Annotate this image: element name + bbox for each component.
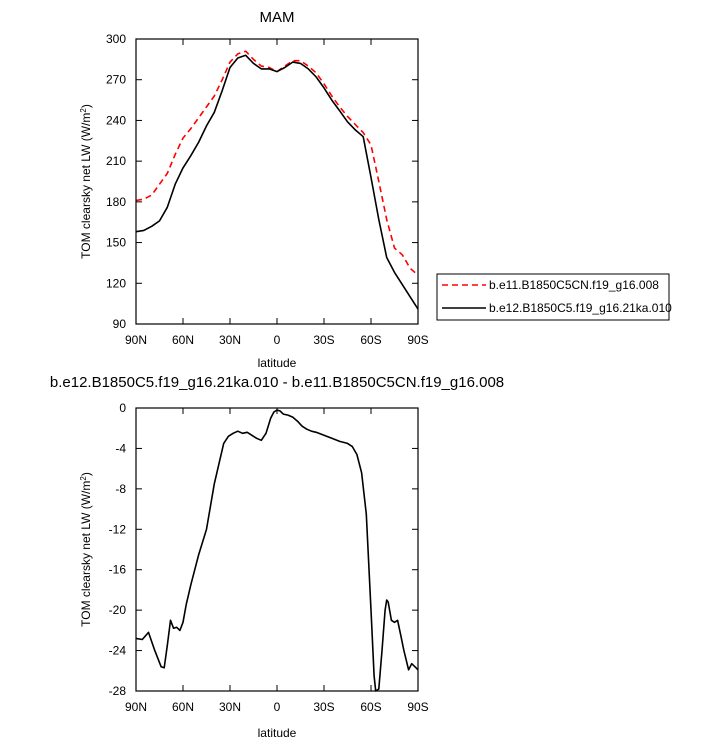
bottom-x-tick-label: 90N <box>125 700 147 714</box>
bottom-x-tick-label: 30N <box>219 700 241 714</box>
top-y-tick-label: 240 <box>106 113 126 127</box>
bottom-x-tick-label: 60S <box>360 700 381 714</box>
bottom-y-tick-label: -24 <box>109 644 127 658</box>
bottom-chart-title: b.e12.B1850C5.f19_g16.21ka.010 - b.e11.B… <box>50 374 504 391</box>
top-x-tick-label: 30N <box>219 333 241 347</box>
top-x-axis-title: latitude <box>258 356 297 370</box>
top-y-tick-label: 210 <box>106 154 126 168</box>
top-y-tick-label: 150 <box>106 236 126 250</box>
top-x-tick-label: 0 <box>274 333 281 347</box>
top-chart-title: MAM <box>260 9 295 26</box>
bottom-plot-frame <box>135 407 419 692</box>
legend: b.e11.B1850C5CN.f19_g16.008 b.e12.B1850C… <box>436 273 672 321</box>
top-plot-frame <box>135 38 419 325</box>
bottom-y-tick-label: -28 <box>109 684 127 698</box>
top-y-tick-label: 180 <box>106 195 126 209</box>
top-y-tick-label: 120 <box>106 276 126 290</box>
top-x-tick-label: 90S <box>407 333 428 347</box>
top-panel: MAM 90N 60N 30N 0 30S 60S 90S 90 120 150 180 210 240… <box>79 9 429 370</box>
bottom-ticks: 90N 60N 30N 0 30S 60S 90S 0 -4 -8 -12 -16 -20 -24 -28 <box>109 401 429 714</box>
bottom-x-tick-label: 30S <box>313 700 334 714</box>
bottom-y-axis-title: TOM clearsky net LW (W/m2) <box>79 472 94 627</box>
bottom-x-tick-label: 60N <box>172 700 194 714</box>
top-y-tick-label: 270 <box>106 73 126 87</box>
top-ticks: 90N 60N 30N 0 30S 60S 90S 90 120 150 180 210 240 270 3… <box>106 32 429 347</box>
top-y-axis-title: TOM clearsky net LW (W/m2) <box>79 104 94 259</box>
bottom-y-tick-label: -16 <box>109 563 127 577</box>
top-series-lines <box>135 50 419 310</box>
bottom-x-tick-label: 90S <box>407 700 428 714</box>
bottom-y-tick-label: -20 <box>109 603 127 617</box>
top-x-tick-label: 60S <box>360 333 381 347</box>
top-x-tick-label: 90N <box>125 333 147 347</box>
bottom-series-line-1 <box>135 409 419 692</box>
top-series-line-1 <box>135 50 419 276</box>
bottom-y-tick-label: -8 <box>115 482 126 496</box>
legend-label-series-1: b.e11.B1850C5CN.f19_g16.008 <box>489 278 659 292</box>
bottom-x-tick-label: 0 <box>274 700 281 714</box>
top-series-line-2 <box>135 54 419 310</box>
legend-box <box>436 273 670 321</box>
top-y-tick-label: 90 <box>113 317 127 331</box>
bottom-y-tick-label: 0 <box>119 401 126 415</box>
top-x-tick-label: 60N <box>172 333 194 347</box>
bottom-y-tick-label: -4 <box>115 441 126 455</box>
bottom-series-lines <box>135 409 419 692</box>
top-y-tick-label: 300 <box>106 32 126 46</box>
bottom-y-tick-label: -12 <box>109 522 127 536</box>
legend-label-series-2: b.e12.B1850C5.f19_g16.21ka.010 <box>489 301 672 315</box>
bottom-panel: b.e12.B1850C5.f19_g16.21ka.010 - b.e11.B… <box>50 374 504 740</box>
top-x-tick-label: 30S <box>313 333 334 347</box>
bottom-x-axis-title: latitude <box>258 726 297 740</box>
